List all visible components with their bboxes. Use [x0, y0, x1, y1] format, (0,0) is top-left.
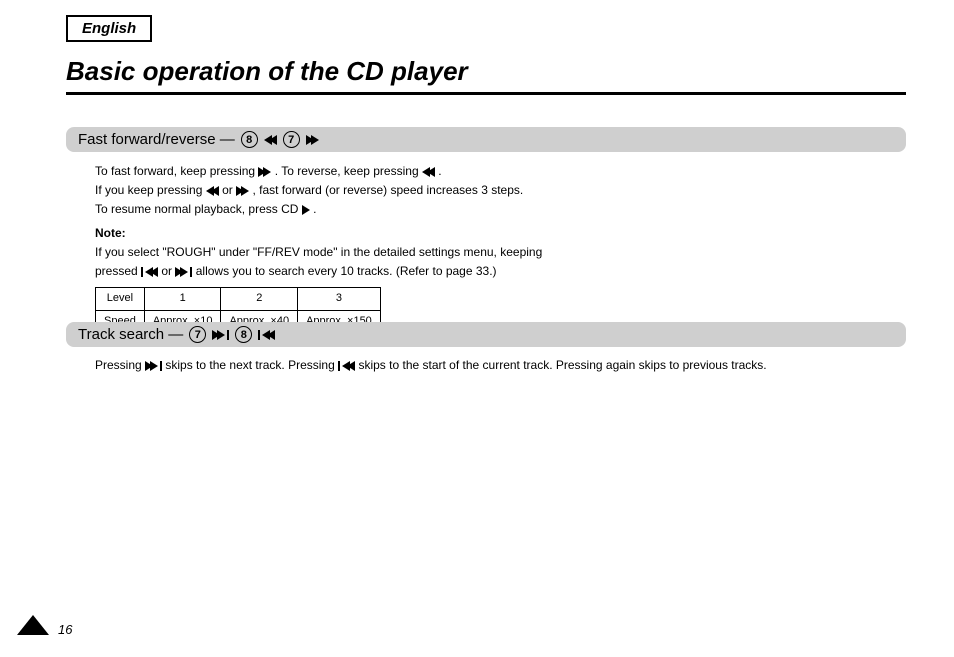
- text: skips to the next track. Pressing: [165, 358, 338, 372]
- text: To fast forward, keep pressing: [95, 164, 258, 178]
- rewind-icon: [206, 186, 219, 196]
- text: . To reverse, keep pressing: [275, 164, 422, 178]
- page-root: English Basic operation of the CD player…: [0, 0, 954, 657]
- note-label: Note:: [95, 226, 126, 240]
- ref-circle-8: 8: [241, 131, 258, 148]
- language-tag: English: [66, 15, 152, 42]
- rewind-icon: [264, 135, 277, 145]
- section2-line1: Pressing skips to the next track. Pressi…: [95, 356, 894, 375]
- ref-circle-7: 7: [283, 131, 300, 148]
- section1-line3: To resume normal playback, press CD .: [95, 200, 894, 219]
- title-rule: [66, 92, 906, 95]
- next-icon: [145, 361, 162, 371]
- cell: 1: [144, 288, 221, 311]
- cell: 2: [221, 288, 298, 311]
- next-icon: [212, 330, 229, 340]
- text: allows you to search every 10 tracks. (R…: [196, 264, 497, 278]
- text: or: [161, 264, 175, 278]
- text: To resume normal playback, press CD: [95, 202, 302, 216]
- next-icon: [175, 267, 192, 277]
- cell: Level: [96, 288, 145, 311]
- page-title: Basic operation of the CD player: [66, 56, 468, 87]
- section1-note: Note: If you select "ROUGH" under "FF/RE…: [95, 224, 894, 282]
- text: .: [438, 164, 441, 178]
- rewind-icon: [422, 167, 435, 177]
- page-marker-triangle-icon: [17, 615, 49, 635]
- section-heading-ffrev: Fast forward/reverse — 8 7: [66, 127, 906, 152]
- text: .: [313, 202, 316, 216]
- page-number: 16: [58, 622, 72, 637]
- text: , fast forward (or reverse) speed increa…: [252, 183, 523, 197]
- section-heading-tracksearch: Track search — 7 8: [66, 322, 906, 347]
- text: Pressing: [95, 358, 145, 372]
- ff-icon: [258, 167, 271, 177]
- text: pressed: [95, 264, 141, 278]
- text: If you keep pressing: [95, 183, 206, 197]
- section1-body: To fast forward, keep pressing . To reve…: [95, 162, 894, 333]
- ref-circle-7: 7: [189, 326, 206, 343]
- play-icon: [302, 205, 310, 215]
- ff-icon: [236, 186, 249, 196]
- prev-icon: [338, 361, 355, 371]
- ff-icon: [306, 135, 319, 145]
- section1-line1: To fast forward, keep pressing . To reve…: [95, 162, 894, 181]
- cell: 3: [298, 288, 381, 311]
- section-heading-text: Track search —: [78, 326, 183, 343]
- prev-icon: [141, 267, 158, 277]
- text: or: [222, 183, 236, 197]
- prev-icon: [258, 330, 275, 340]
- section-heading-text: Fast forward/reverse —: [78, 131, 235, 148]
- note-text: If you select "ROUGH" under "FF/REV mode…: [95, 245, 542, 259]
- text: skips to the start of the current track.…: [358, 358, 766, 372]
- section1-line2: If you keep pressing or , fast forward (…: [95, 181, 894, 200]
- ref-circle-8: 8: [235, 326, 252, 343]
- section2-body: Pressing skips to the next track. Pressi…: [95, 356, 894, 375]
- table-row: Level 1 2 3: [96, 288, 381, 311]
